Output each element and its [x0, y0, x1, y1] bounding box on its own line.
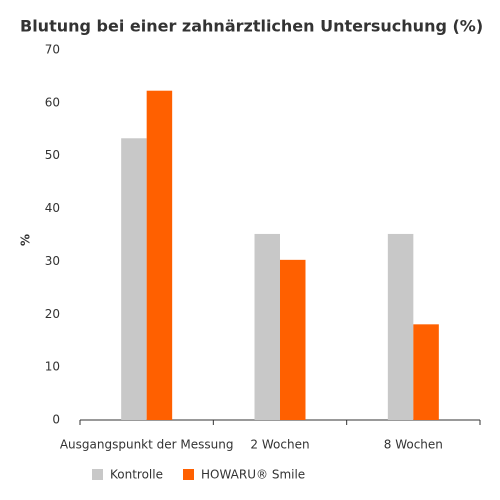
y-tick-label: 0 — [52, 413, 60, 427]
x-tick-label: Ausgangspunkt der Messung — [60, 438, 234, 452]
bar — [146, 90, 173, 420]
bar — [413, 324, 439, 420]
y-tick-label: 40 — [45, 201, 60, 215]
legend-swatch — [92, 469, 103, 480]
y-tick-label: 70 — [45, 43, 60, 57]
y-tick-label: 50 — [45, 148, 60, 162]
bar — [254, 233, 280, 420]
chart-title: Blutung bei einer zahnärztlichen Untersu… — [20, 17, 483, 36]
y-tick-label: 30 — [45, 254, 60, 268]
y-tick-label: 60 — [45, 95, 60, 109]
y-axis-label: % — [19, 234, 33, 246]
legend-label: Kontrolle — [110, 468, 163, 482]
x-tick-label: 8 Wochen — [384, 438, 443, 452]
y-tick-label: 10 — [45, 360, 60, 374]
bar — [121, 138, 147, 420]
y-tick-label: 20 — [45, 307, 60, 321]
bar — [280, 259, 306, 420]
legend-swatch — [183, 469, 194, 480]
legend-label: HOWARU® Smile — [201, 468, 305, 482]
bar — [387, 233, 414, 420]
x-tick-label: 2 Wochen — [250, 438, 309, 452]
